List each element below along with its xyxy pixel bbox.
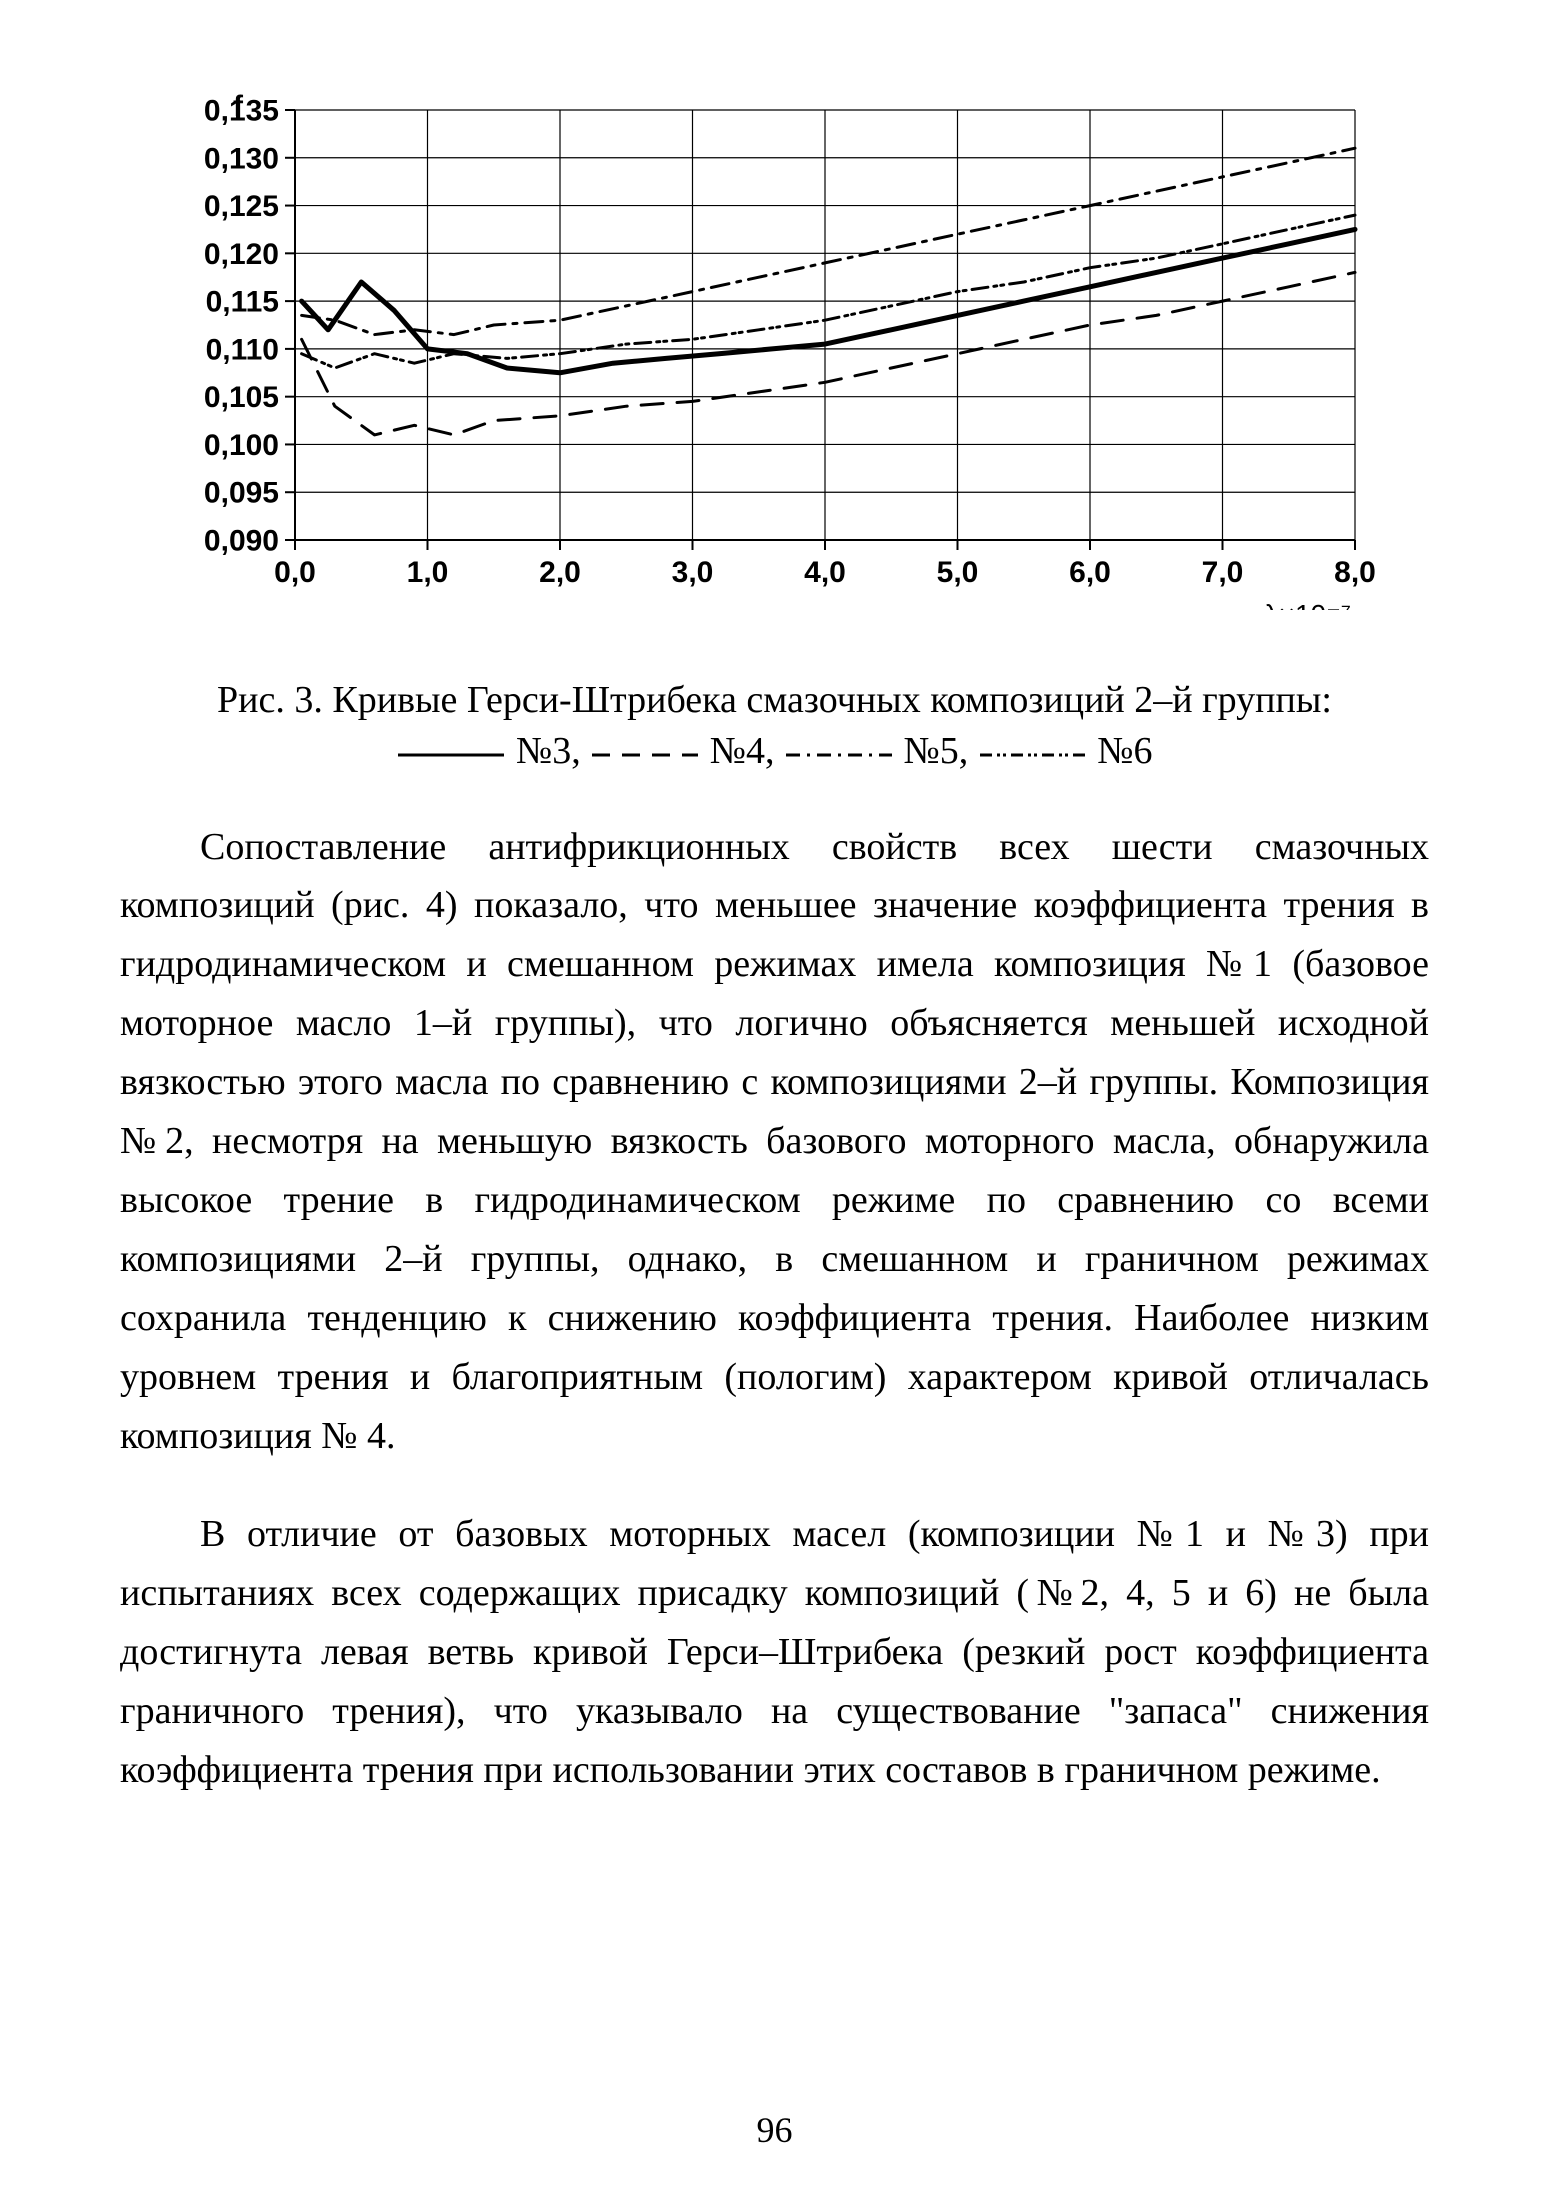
svg-text:3,0: 3,0 [671, 556, 713, 589]
figure-caption-line1: Рис. 3. Кривые Герси-Штрибека смазочных … [217, 679, 1332, 721]
paragraph-1: Сопоставление антифрикционных свойств вс… [120, 818, 1429, 1466]
svg-text:λ×10⁻⁷: λ×10⁻⁷ [1264, 599, 1350, 610]
page-number: 96 [0, 2109, 1549, 2151]
legend-label-N3: №3, [506, 730, 590, 772]
legend-label-N4: №4, [700, 730, 784, 772]
svg-text:0,125: 0,125 [203, 190, 278, 223]
legend-label-N5: №5, [894, 730, 978, 772]
legend-swatch-N6 [978, 745, 1088, 765]
page: 0,0 1,0 2,0 3,0 4,0 5,0 6,0 7,0 8,0 0,090 0,095 0,1… [0, 0, 1549, 2211]
svg-text:0,105: 0,105 [203, 381, 278, 414]
svg-text:7,0: 7,0 [1201, 556, 1243, 589]
chart-container: 0,0 1,0 2,0 3,0 4,0 5,0 6,0 7,0 8,0 0,090 0,095 0,1… [175, 90, 1375, 615]
svg-text:0,090: 0,090 [203, 525, 278, 558]
legend-swatch-N4 [590, 745, 700, 765]
paragraph-2: В отличие от базовых моторных масел (ком… [120, 1505, 1429, 1799]
svg-text:0,130: 0,130 [203, 142, 278, 175]
svg-text:f: f [233, 90, 244, 123]
figure-caption: Рис. 3. Кривые Герси-Штрибека смазочных … [120, 675, 1429, 778]
svg-text:1,0: 1,0 [406, 556, 448, 589]
svg-text:6,0: 6,0 [1069, 556, 1111, 589]
svg-text:0,120: 0,120 [203, 238, 278, 271]
stribeck-chart: 0,0 1,0 2,0 3,0 4,0 5,0 6,0 7,0 8,0 0,090 0,095 0,1… [175, 90, 1375, 610]
svg-text:0,095: 0,095 [203, 477, 278, 510]
legend-swatch-N5 [784, 745, 894, 765]
svg-text:5,0: 5,0 [936, 556, 978, 589]
svg-text:2,0: 2,0 [539, 556, 581, 589]
svg-text:0,100: 0,100 [203, 429, 278, 462]
legend-swatch-N3 [396, 745, 506, 765]
svg-text:4,0: 4,0 [804, 556, 846, 589]
legend-label-N6: №6 [1088, 730, 1153, 772]
svg-text:0,0: 0,0 [274, 556, 316, 589]
svg-text:0,110: 0,110 [205, 333, 278, 366]
figure-legend: №3, №4, №5, №6 [120, 726, 1429, 777]
svg-text:8,0: 8,0 [1334, 556, 1375, 589]
svg-text:0,115: 0,115 [205, 286, 278, 319]
